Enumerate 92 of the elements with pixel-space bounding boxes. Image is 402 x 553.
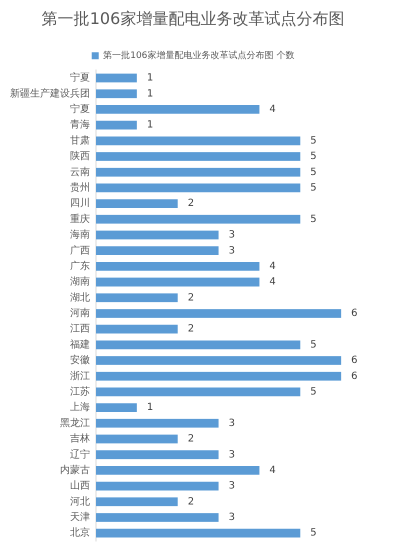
bar bbox=[96, 372, 342, 381]
y-tick-label: 辽宁 bbox=[70, 448, 90, 460]
y-tick-label: 云南 bbox=[70, 166, 90, 178]
bar bbox=[96, 168, 300, 177]
data-label: 5 bbox=[310, 386, 317, 398]
y-tick-label: 陕西 bbox=[70, 150, 90, 162]
data-label: 5 bbox=[310, 151, 317, 162]
bar bbox=[96, 497, 178, 506]
y-tick-label: 黑龙江 bbox=[60, 416, 90, 429]
y-tick-label: 吉林 bbox=[70, 432, 90, 445]
bar bbox=[96, 513, 219, 522]
data-label: 2 bbox=[188, 434, 194, 445]
bar bbox=[96, 293, 178, 302]
bar bbox=[96, 230, 219, 240]
y-tick-label: 山西 bbox=[70, 480, 90, 492]
data-label: 5 bbox=[310, 135, 317, 146]
y-tick-label: 河北 bbox=[70, 495, 90, 508]
data-label: 5 bbox=[310, 166, 317, 178]
y-tick-label: 重庆 bbox=[70, 212, 90, 225]
data-label: 6 bbox=[351, 370, 358, 382]
y-tick-label: 内蒙古 bbox=[60, 464, 90, 476]
y-tick-label: 青海 bbox=[70, 118, 90, 131]
data-label: 2 bbox=[188, 496, 194, 508]
y-tick-label: 安徽 bbox=[70, 354, 90, 366]
bar bbox=[96, 388, 300, 396]
bar bbox=[96, 199, 178, 208]
data-label: 4 bbox=[269, 464, 276, 476]
bar bbox=[96, 184, 300, 192]
bar bbox=[96, 74, 137, 82]
y-tick-label: 新疆生产建设兵团 bbox=[10, 87, 90, 100]
y-tick-label: 宁夏 bbox=[70, 72, 90, 84]
data-label: 3 bbox=[228, 230, 235, 241]
bar bbox=[96, 466, 260, 475]
y-tick-label: 甘肃 bbox=[70, 134, 90, 146]
bar bbox=[96, 403, 137, 412]
bar bbox=[96, 120, 137, 130]
bar bbox=[96, 434, 178, 444]
data-label: 3 bbox=[228, 245, 235, 256]
data-label: 5 bbox=[310, 339, 317, 350]
y-tick-label: 广东 bbox=[70, 260, 90, 272]
y-tick-label: 天津 bbox=[70, 511, 90, 524]
bar bbox=[96, 528, 300, 538]
y-tick-label: 浙江 bbox=[70, 370, 90, 382]
y-tick-label: 四川 bbox=[70, 197, 90, 210]
bar bbox=[96, 450, 219, 460]
bar bbox=[96, 340, 300, 350]
data-label: 2 bbox=[188, 198, 194, 210]
y-tick-label: 广西 bbox=[70, 244, 90, 256]
bar bbox=[96, 309, 342, 318]
data-label: 1 bbox=[146, 88, 154, 100]
data-label: 1 bbox=[146, 402, 154, 414]
bar bbox=[96, 262, 260, 271]
bar bbox=[96, 89, 137, 98]
data-label: 5 bbox=[310, 528, 317, 539]
data-label: 3 bbox=[228, 480, 235, 492]
y-tick-label: 福建 bbox=[70, 338, 90, 350]
data-label: 1 bbox=[146, 72, 154, 84]
y-tick-label: 江苏 bbox=[70, 386, 90, 398]
data-label: 5 bbox=[310, 214, 317, 225]
data-label: 1 bbox=[146, 120, 154, 131]
data-label: 4 bbox=[269, 104, 276, 116]
y-tick-label: 湖北 bbox=[70, 291, 90, 304]
bar bbox=[96, 418, 219, 428]
y-tick-label: 湖南 bbox=[70, 276, 90, 288]
bar bbox=[96, 324, 178, 334]
data-label: 2 bbox=[188, 292, 194, 304]
data-label: 3 bbox=[228, 418, 235, 429]
y-tick-label: 贵州 bbox=[70, 181, 90, 194]
legend-label: 第一批106家增量配电业务改革试点分布图 个数 bbox=[103, 50, 294, 62]
y-tick-label: 江西 bbox=[70, 322, 90, 335]
y-tick-label: 宁夏 bbox=[70, 103, 90, 116]
bar bbox=[96, 214, 300, 224]
data-label: 6 bbox=[351, 355, 358, 366]
data-label: 3 bbox=[228, 512, 235, 524]
chart-title: 第一批106家增量配电业务改革试点分布图 bbox=[42, 8, 344, 28]
data-label: 3 bbox=[228, 449, 235, 460]
y-tick-label: 海南 bbox=[70, 228, 90, 241]
data-label: 5 bbox=[310, 182, 317, 194]
data-label: 6 bbox=[351, 308, 358, 320]
bar bbox=[96, 278, 260, 286]
bar bbox=[96, 482, 219, 490]
y-tick-label: 河南 bbox=[70, 307, 90, 320]
data-label: 4 bbox=[269, 276, 276, 288]
y-tick-label: 上海 bbox=[70, 401, 90, 414]
bar bbox=[96, 356, 342, 365]
y-tick-label: 北京 bbox=[70, 526, 90, 539]
bar bbox=[96, 105, 260, 114]
data-label: 2 bbox=[188, 324, 194, 335]
data-label: 4 bbox=[269, 260, 276, 272]
bar bbox=[96, 136, 300, 146]
bar bbox=[96, 246, 219, 256]
bar bbox=[96, 152, 300, 161]
